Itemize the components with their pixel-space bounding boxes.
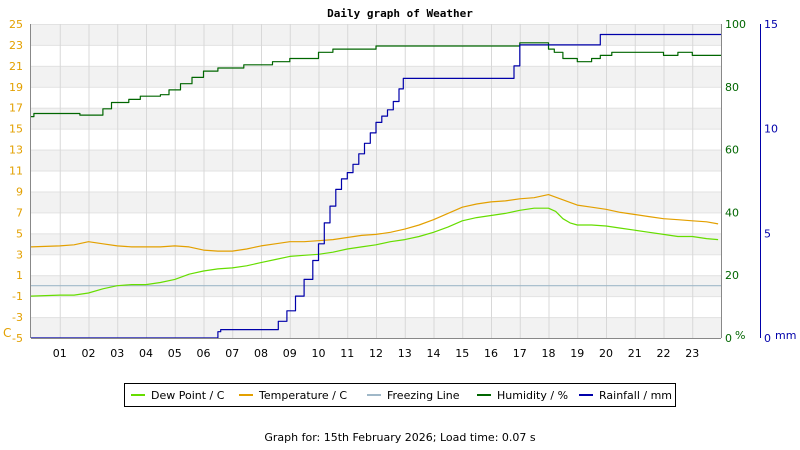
- temperature-tick-label: 23: [9, 39, 23, 52]
- series-line-temperature-c: [30, 194, 719, 252]
- x-tick-label: 01: [53, 347, 67, 360]
- x-tick-label: 22: [657, 347, 671, 360]
- series-line-rainfall-mm: [31, 33, 721, 339]
- legend-item-temperature: Temperature / C: [239, 389, 347, 402]
- legend-label: Freezing Line: [387, 389, 460, 402]
- x-tick-label: 15: [455, 347, 469, 360]
- temperature-tick-label: 5: [16, 227, 23, 240]
- temperature-tick-label: 13: [9, 144, 23, 157]
- humidity-tick-label: 40: [725, 206, 739, 219]
- humidity-tick-label: 0: [725, 332, 732, 345]
- legend-swatch-temperature: [239, 394, 253, 396]
- x-tick-label: 21: [628, 347, 642, 360]
- temperature-tick-label: 9: [16, 185, 23, 198]
- x-tick-label: 09: [283, 347, 297, 360]
- legend-swatch-humidity: [477, 394, 491, 396]
- temperature-tick-label: 19: [9, 81, 23, 94]
- rainfall-tick-label: 15: [764, 18, 778, 31]
- series-line-dew-point-c: [30, 207, 719, 297]
- x-tick-label: 02: [82, 347, 96, 360]
- temperature-tick-label: -5: [12, 332, 23, 345]
- graph-footer: Graph for: 15th February 2026; Load time…: [264, 431, 536, 444]
- legend: Dew Point / C Temperature / C Freezing L…: [124, 383, 676, 407]
- legend-item-rainfall: Rainfall / mm: [579, 389, 672, 402]
- humidity-tick-label: 100: [725, 18, 746, 31]
- temperature-tick-label: 15: [9, 123, 23, 136]
- axes-layer: -5-3-11357911131517192123250204060801000…: [9, 18, 778, 360]
- humidity-tick-label: 60: [725, 144, 739, 157]
- temperature-tick-label: 11: [9, 165, 23, 178]
- x-tick-label: 20: [599, 347, 613, 360]
- chart-title: Daily graph of Weather: [327, 7, 473, 20]
- humidity-axis-unit: %: [735, 329, 745, 342]
- temperature-tick-label: 17: [9, 102, 23, 115]
- x-tick-label: 14: [427, 347, 441, 360]
- temperature-tick-label: 3: [16, 248, 23, 261]
- x-tick-label: 19: [570, 347, 584, 360]
- legend-item-humidity: Humidity / %: [477, 389, 568, 402]
- temperature-axis-unit: C: [3, 326, 11, 340]
- legend-item-freezing-line: Freezing Line: [367, 389, 460, 402]
- legend-swatch-freezing-line: [367, 394, 381, 396]
- x-tick-label: 04: [139, 347, 153, 360]
- x-tick-label: 08: [254, 347, 268, 360]
- x-tick-label: 10: [312, 347, 326, 360]
- rainfall-tick-label: 10: [764, 123, 778, 136]
- rainfall-tick-label: 5: [764, 227, 771, 240]
- temperature-tick-label: 1: [16, 269, 23, 282]
- legend-label: Humidity / %: [497, 389, 569, 402]
- series-layer: [30, 33, 721, 339]
- temperature-tick-label: 21: [9, 60, 23, 73]
- x-tick-label: 13: [398, 347, 412, 360]
- x-tick-label: 12: [369, 347, 383, 360]
- temperature-tick-label: 7: [16, 206, 23, 219]
- temperature-tick-label: 25: [9, 18, 23, 31]
- legend-label: Rainfall / mm: [599, 389, 673, 402]
- x-tick-label: 07: [225, 347, 239, 360]
- legend-label: Temperature / C: [259, 389, 348, 402]
- rainfall-tick-label: 0: [764, 332, 771, 345]
- humidity-tick-label: 80: [725, 81, 739, 94]
- legend-swatch-dew-point: [131, 394, 145, 396]
- x-tick-label: 18: [542, 347, 556, 360]
- x-tick-label: 17: [513, 347, 527, 360]
- rainfall-axis-unit: mm: [775, 329, 796, 342]
- x-tick-label: 16: [484, 347, 498, 360]
- x-tick-label: 03: [110, 347, 124, 360]
- x-tick-label: 11: [340, 347, 354, 360]
- legend-swatch-rainfall: [579, 394, 593, 396]
- legend-label: Dew Point / C: [151, 389, 225, 402]
- x-tick-label: 23: [685, 347, 699, 360]
- x-tick-label: 05: [168, 347, 182, 360]
- humidity-tick-label: 20: [725, 269, 739, 282]
- x-tick-label: 06: [197, 347, 211, 360]
- temperature-tick-label: -1: [12, 290, 23, 303]
- temperature-tick-label: -3: [12, 311, 23, 324]
- series-line-humidity: [31, 42, 721, 118]
- legend-item-dew-point: Dew Point / C: [131, 389, 224, 402]
